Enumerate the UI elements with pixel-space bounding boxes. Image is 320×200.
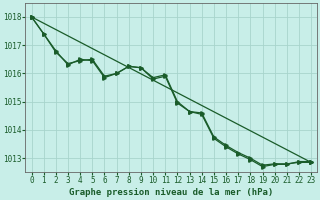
X-axis label: Graphe pression niveau de la mer (hPa): Graphe pression niveau de la mer (hPa) [69, 188, 274, 197]
